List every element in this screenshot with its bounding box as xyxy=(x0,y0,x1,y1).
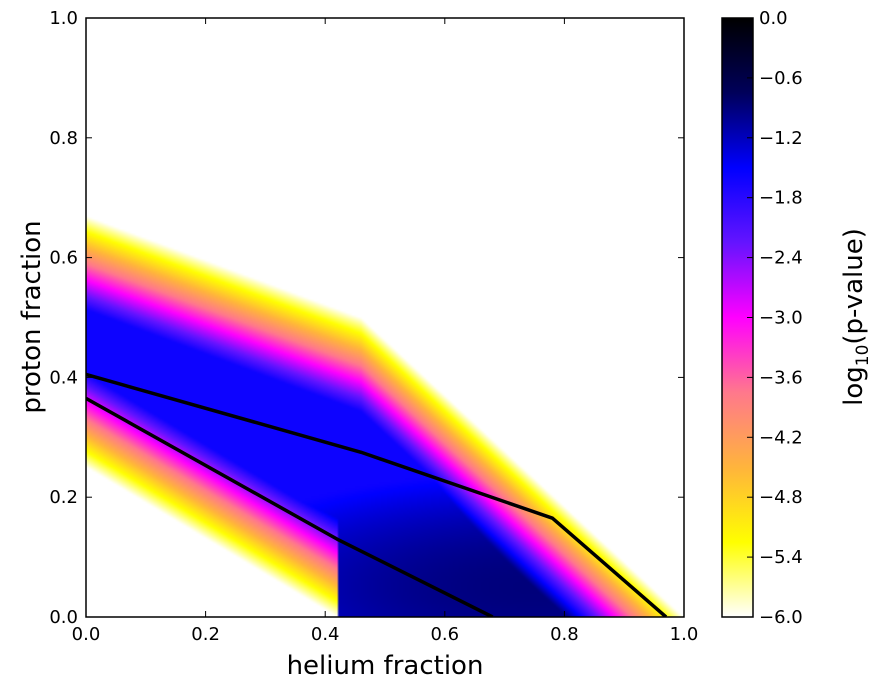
colorbar-label-prefix: log xyxy=(839,366,869,406)
x-tick-label: 0.6 xyxy=(430,624,459,645)
contour-line-1 xyxy=(86,372,668,617)
colorbar-tick-label: −3.6 xyxy=(759,367,803,388)
contour-line-2 xyxy=(86,396,494,617)
colorbar-tick-label: −2.4 xyxy=(759,248,803,269)
x-tick-label: 0.8 xyxy=(550,624,579,645)
colorbar-tick-label: −4.8 xyxy=(759,487,803,508)
y-axis: 0.0 0.2 0.4 0.6 0.8 1.0 xyxy=(49,8,684,628)
colorbar-tick-label: 0.0 xyxy=(759,8,788,29)
colorbar-tick-label: −3.0 xyxy=(759,308,803,329)
colorbar-tick-label: −0.6 xyxy=(759,68,803,89)
colorbar-tick-label: −1.2 xyxy=(759,128,803,149)
colorbar-label: log10(p-value) xyxy=(839,228,871,406)
colorbar-tick-label: −4.2 xyxy=(759,427,803,448)
y-tick-label: 0.2 xyxy=(49,487,78,508)
plot-frame xyxy=(85,17,685,618)
y-axis-title: proton fraction xyxy=(17,220,47,413)
colorbar-tick-label: −6.0 xyxy=(759,607,803,628)
x-axis-title: helium fraction xyxy=(287,651,484,681)
x-tick-label: 0.4 xyxy=(311,624,340,645)
y-tick-label: 0.8 xyxy=(49,128,78,149)
x-tick-label: 1.0 xyxy=(670,624,699,645)
y-tick-label: 0.0 xyxy=(49,607,78,628)
colorbar-label-subscript: 10 xyxy=(853,345,871,367)
y-tick-label: 0.6 xyxy=(49,248,78,269)
colorbar-label-suffix: (p-value) xyxy=(839,228,869,345)
colorbar-tick-label: −5.4 xyxy=(759,547,803,568)
y-tick-label: 1.0 xyxy=(49,8,78,29)
x-tick-label: 0.0 xyxy=(72,624,101,645)
colorbar-ticks: 0.0 −0.6 −1.2 −1.8 −2.4 −3.0 −3.6 −4.2 −4.8 −5.4 −… xyxy=(747,8,803,628)
y-tick-label: 0.4 xyxy=(49,367,78,388)
contour-lines xyxy=(86,372,668,617)
plot-area xyxy=(85,17,685,618)
colorbar: 0.0 −0.6 −1.2 −1.8 −2.4 −3.0 −3.6 −4.2 −4.8 −5.4 −… xyxy=(721,8,871,628)
colorbar-tick-label: −1.8 xyxy=(759,188,803,209)
x-axis: 0.0 0.2 0.4 0.6 0.8 1.0 xyxy=(72,18,699,645)
x-tick-label: 0.2 xyxy=(191,624,220,645)
heatmap xyxy=(86,18,684,617)
